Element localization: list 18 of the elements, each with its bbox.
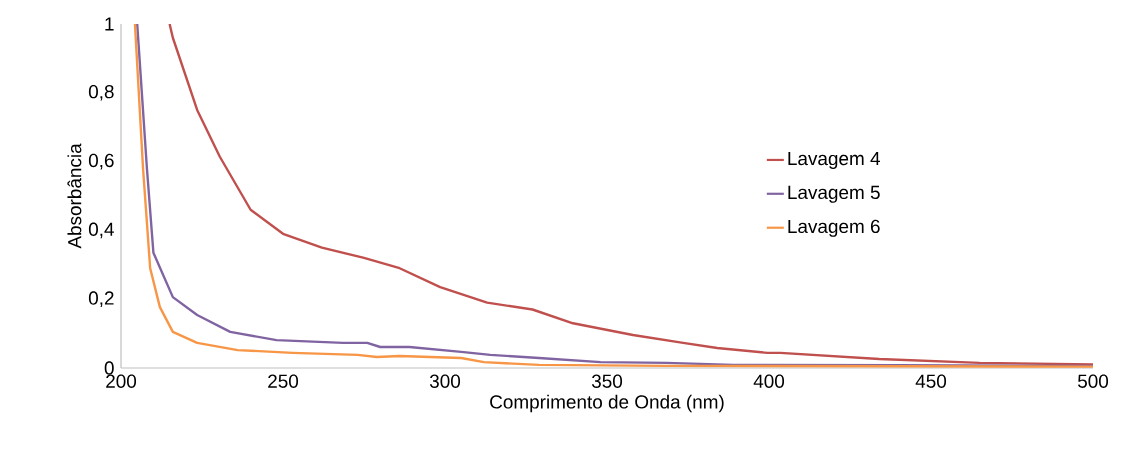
x-tick-label: 300 — [429, 374, 461, 388]
x-tick-label: 250 — [268, 374, 299, 388]
y-tick-label: 0 — [104, 361, 114, 375]
y-tick-label: 0,2 — [88, 291, 114, 307]
y-axis-title: Absorbância — [67, 143, 82, 249]
x-tick-label: 450 — [915, 374, 947, 388]
y-tick-label: 0,8 — [88, 84, 114, 101]
x-tick-label: 500 — [1077, 374, 1109, 388]
x-tick-label: 200 — [106, 374, 137, 388]
y-tick-label: 1 — [105, 17, 114, 31]
x-tick-label: 350 — [591, 374, 623, 388]
x-tick-label: 400 — [753, 374, 785, 388]
y-tick-label: 0,4 — [88, 222, 114, 239]
legend-label: Lavagem 6 — [788, 219, 880, 237]
legend-label: Lavagem 5 — [788, 185, 880, 203]
legend-label: Lavagem 4 — [788, 152, 880, 169]
y-tick-label: 0,6 — [88, 153, 114, 170]
x-axis-title: Comprimento de Onda (nm) — [490, 394, 724, 413]
